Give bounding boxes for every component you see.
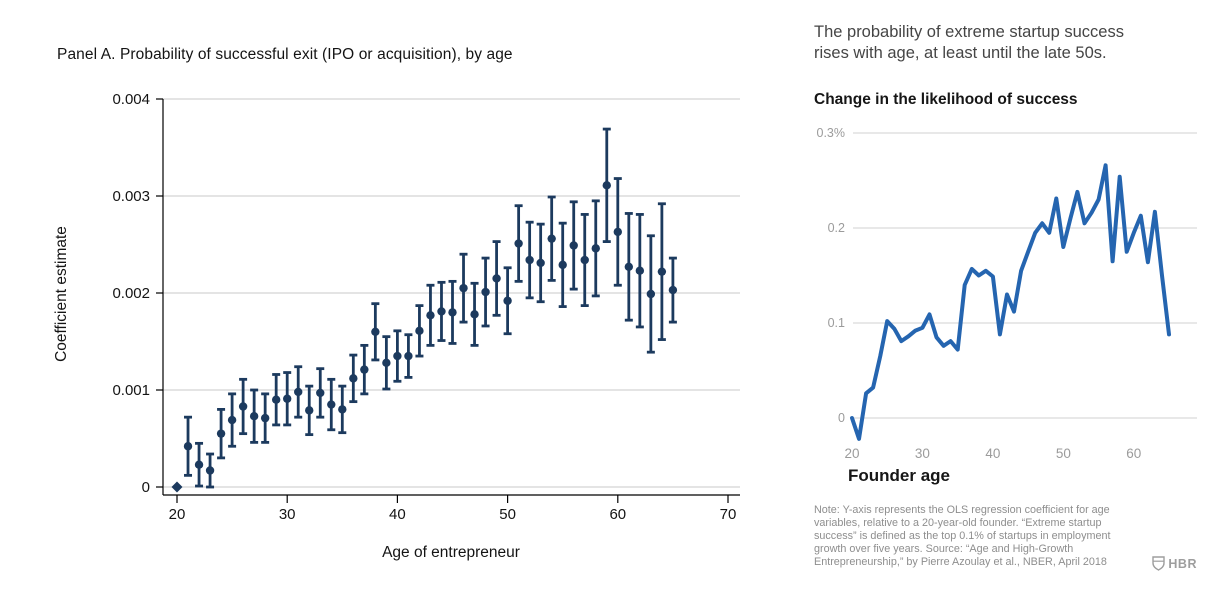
- right-headline: The probability of extreme startup succe…: [814, 23, 1124, 62]
- left-point: [657, 267, 667, 276]
- left-point: [536, 258, 545, 268]
- left-point: [580, 255, 589, 265]
- left-point: [194, 460, 204, 469]
- left-point: [404, 351, 413, 361]
- hbr-wordmark: HBR: [1168, 556, 1197, 571]
- left-point: [183, 442, 193, 451]
- left-point: [294, 387, 303, 397]
- left-point: [227, 415, 237, 425]
- right-x-tick-label: 50: [1056, 446, 1071, 461]
- left-point: [613, 227, 622, 237]
- left-x-tick-label: 50: [499, 506, 516, 523]
- left-y-tick-label: 0.004: [112, 91, 150, 108]
- left-point: [602, 181, 611, 190]
- hbr-shield-icon: [1152, 556, 1166, 571]
- right-x-tick-label: 30: [915, 446, 930, 461]
- left-point: [470, 310, 479, 319]
- right-x-tick-label: 20: [844, 446, 859, 461]
- right-y-tick-label: 0.2: [828, 221, 845, 235]
- left-point: [205, 466, 215, 475]
- left-y-tick-label: 0.001: [112, 382, 150, 399]
- left-point: [349, 374, 358, 383]
- left-point: [260, 413, 270, 423]
- left-point: [558, 260, 567, 270]
- left-point: [569, 241, 578, 250]
- left-reference-point-diamond: [171, 481, 183, 493]
- left-point: [360, 365, 369, 374]
- left-point: [249, 411, 259, 421]
- left-point: [668, 285, 678, 295]
- left-point: [338, 405, 347, 414]
- left-point: [448, 308, 457, 317]
- y-axis-label-coefficient-estimate: Coefficient estimate: [53, 226, 70, 362]
- panel-a-title: Panel A. Probability of successful exit …: [57, 46, 513, 63]
- left-point: [393, 351, 402, 361]
- right-x-tick-label: 40: [985, 446, 1000, 461]
- left-x-tick-label: 40: [389, 506, 406, 523]
- left-point: [316, 388, 325, 398]
- left-point: [514, 239, 523, 248]
- right-y-tick-label: 0.1: [828, 316, 845, 330]
- left-x-tick-label: 20: [169, 506, 186, 523]
- left-x-tick-label: 30: [279, 506, 296, 523]
- left-point: [635, 266, 645, 275]
- left-x-tick-label: 70: [720, 506, 737, 523]
- left-point: [525, 255, 534, 265]
- left-point: [503, 296, 512, 305]
- left-point: [492, 274, 501, 283]
- left-y-tick-label: 0.003: [112, 188, 150, 205]
- left-x-tick-label: 60: [609, 506, 626, 523]
- note-text: Note: Y-axis represents the OLS regressi…: [814, 504, 1111, 568]
- left-point: [305, 406, 314, 415]
- left-point: [415, 326, 424, 336]
- left-point: [327, 400, 336, 409]
- right-x-tick-label: 60: [1126, 446, 1141, 461]
- left-y-tick-label: 0.002: [112, 285, 150, 302]
- left-point: [547, 234, 556, 243]
- left-point: [426, 311, 435, 320]
- left-point: [646, 289, 656, 299]
- right-data-line: [850, 163, 1171, 441]
- x-axis-label-age-of-entrepreneur: Age of entrepreneur: [382, 544, 520, 561]
- left-point: [371, 327, 380, 336]
- left-y-tick-label: 0: [142, 479, 150, 496]
- hbr-logo: HBR: [1152, 556, 1197, 571]
- left-point: [591, 244, 600, 253]
- left-point: [283, 394, 292, 403]
- left-point: [481, 287, 490, 297]
- left-point: [382, 358, 391, 368]
- left-point: [238, 402, 248, 411]
- right-chart-title: Change in the likelihood of success: [814, 91, 1078, 108]
- left-point: [437, 307, 446, 316]
- x-axis-label-founder-age: Founder age: [848, 466, 951, 485]
- left-point: [624, 262, 634, 272]
- right-y-tick-label: 0.3%: [817, 126, 846, 140]
- left-point: [216, 429, 226, 438]
- left-point: [271, 395, 281, 404]
- left-point: [459, 283, 468, 293]
- right-y-tick-label: 0: [838, 411, 845, 425]
